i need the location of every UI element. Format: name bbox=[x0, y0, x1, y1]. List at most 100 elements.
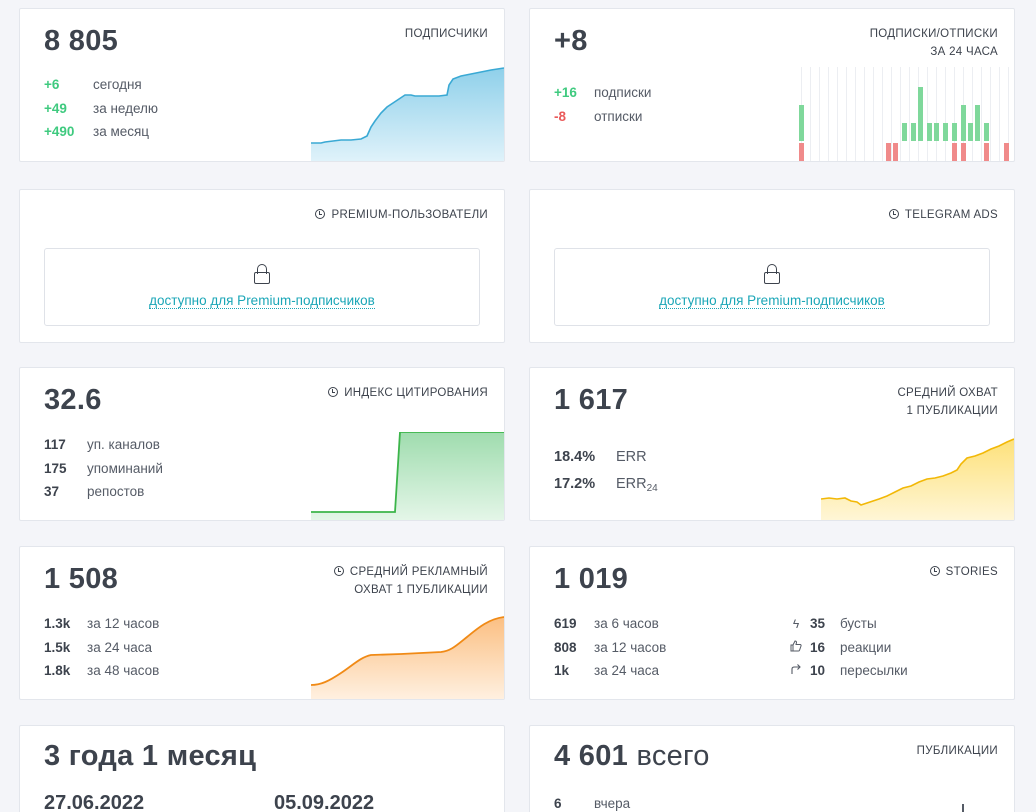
stat-value: 175 bbox=[44, 461, 67, 476]
stories-card[interactable]: 1 019 STORIES 619 за 6 часов 808 за 12 час… bbox=[529, 546, 1015, 700]
title-line: ОХВАТ 1 ПУБЛИКАЦИИ bbox=[354, 584, 488, 596]
title-line: 1 ПУБЛИКАЦИИ bbox=[906, 405, 998, 417]
premium-link[interactable]: доступно для Premium-подписчиков bbox=[149, 293, 375, 309]
avg-reach-card[interactable]: 1 617 СРЕДНИЙ ОХВАТ 1 ПУБЛИКАЦИИ 18.4% ER… bbox=[529, 367, 1015, 521]
publications-bar bbox=[962, 804, 964, 812]
stat-label: за 6 часов bbox=[594, 616, 659, 631]
stat-label: репостов bbox=[87, 484, 145, 499]
stories-value: 1 019 bbox=[554, 563, 629, 595]
err-value: 18.4% bbox=[554, 449, 596, 465]
publications-total: 4 601 всего bbox=[554, 740, 710, 773]
info-icon bbox=[929, 566, 940, 576]
title-text: ИНДЕКС ЦИТИРОВАНИЯ bbox=[344, 387, 488, 399]
premium-lock-box: доступно для Premium-подписчиков bbox=[44, 248, 480, 326]
ads-lock-box: доступно для Premium-подписчиков bbox=[554, 248, 990, 326]
title-text: PREMIUM-ПОЛЬЗОВАТЕЛИ bbox=[331, 209, 488, 221]
title-line: СРЕДНИЙ РЕКЛАМНЫЙ bbox=[333, 563, 488, 581]
stat-label: за неделю bbox=[93, 101, 159, 116]
info-icon bbox=[888, 209, 899, 219]
err24-value: 17.2% bbox=[554, 476, 596, 492]
stat-label: бусты bbox=[840, 616, 877, 631]
title-text: TELEGRAM ADS bbox=[904, 209, 998, 221]
stat-row: +490 за месяц bbox=[44, 120, 149, 144]
publications-title: ПУБЛИКАЦИИ bbox=[916, 745, 998, 757]
stat-row: 619 за 6 часов bbox=[554, 612, 659, 636]
forward-arrow-icon bbox=[788, 660, 804, 684]
ad-reach-sparkline bbox=[311, 616, 504, 699]
avg-reach-sparkline bbox=[821, 438, 1014, 520]
stat-value: 1.3k bbox=[44, 616, 71, 631]
err24-label: ERR bbox=[616, 476, 647, 492]
err24-row: 17.2% ERR24 bbox=[554, 473, 658, 501]
subs-unsubs-card[interactable]: +8 ПОДПИСКИ/ОТПИСКИ ЗА 24 ЧАСА +16 подпис… bbox=[529, 8, 1015, 162]
stat-value: +6 bbox=[44, 77, 60, 92]
info-icon bbox=[315, 209, 326, 219]
stat-value: 6 bbox=[554, 796, 562, 811]
lightning-icon: ϟ bbox=[792, 617, 800, 631]
publications-count: 4 601 bbox=[554, 740, 629, 772]
stat-label: пересылки bbox=[840, 663, 908, 678]
stat-row: 37 репостов bbox=[44, 480, 144, 504]
stat-label: за 24 часа bbox=[87, 640, 153, 655]
stat-row: 1.5k за 24 часа bbox=[44, 636, 152, 660]
title-line: СРЕДНИЙ ОХВАТ bbox=[897, 387, 998, 399]
stat-label: уп. каналов bbox=[87, 437, 160, 452]
avg-reach-title: СРЕДНИЙ ОХВАТ 1 ПУБЛИКАЦИИ bbox=[897, 384, 998, 420]
lock-icon bbox=[254, 264, 270, 284]
stat-value: 808 bbox=[554, 640, 577, 655]
stat-label: за 12 часов bbox=[594, 640, 667, 655]
lock-icon bbox=[764, 264, 780, 284]
title-line: ЗА 24 ЧАСА bbox=[930, 46, 998, 58]
stories-title: STORIES bbox=[929, 563, 998, 581]
stat-label: сегодня bbox=[93, 77, 142, 92]
stat-label: за месяц bbox=[93, 124, 150, 139]
title-text: STORIES bbox=[945, 566, 998, 578]
err-label: ERR bbox=[616, 449, 647, 465]
stat-label: отписки bbox=[594, 109, 643, 124]
channel-age-card[interactable]: 3 года 1 месяц 27.06.2022 05.09.2022 bbox=[19, 725, 505, 812]
premium-link-wrap: доступно для Premium-подписчиков bbox=[45, 293, 479, 309]
stat-row: 16 реакции bbox=[788, 636, 891, 661]
subscribers-sparkline bbox=[311, 67, 504, 161]
citation-index-card[interactable]: 32.6 ИНДЕКС ЦИТИРОВАНИЯ 117 уп. каналов 1… bbox=[19, 367, 505, 521]
stat-row: 1.3k за 12 часов bbox=[44, 612, 159, 636]
title-text: СРЕДНИЙ РЕКЛАМНЫЙ bbox=[349, 566, 488, 578]
publications-card[interactable]: 4 601 всего ПУБЛИКАЦИИ 6 вчера bbox=[529, 725, 1015, 812]
stat-value: 117 bbox=[44, 437, 66, 452]
stat-row: 808 за 12 часов bbox=[554, 636, 666, 660]
citation-title: ИНДЕКС ЦИТИРОВАНИЯ bbox=[328, 384, 488, 402]
stat-label: за 24 часа bbox=[594, 663, 660, 678]
ad-reach-title: СРЕДНИЙ РЕКЛАМНЫЙ ОХВАТ 1 ПУБЛИКАЦИИ bbox=[333, 563, 488, 599]
subs-unsubs-barchart bbox=[799, 67, 1009, 161]
stat-row: 117 уп. каналов bbox=[44, 433, 160, 457]
stat-label: за 12 часов bbox=[87, 616, 160, 631]
stat-value: +490 bbox=[44, 124, 75, 139]
net-subs-count: +8 bbox=[554, 25, 588, 57]
stat-value: 35 bbox=[810, 616, 826, 631]
end-date: 05.09.2022 bbox=[274, 792, 375, 812]
premium-link[interactable]: доступно для Premium-подписчиков bbox=[659, 293, 885, 309]
premium-users-card: PREMIUM-ПОЛЬЗОВАТЕЛИ доступно для Premiu… bbox=[19, 189, 505, 343]
stat-value: +16 bbox=[554, 85, 577, 100]
stat-value: +49 bbox=[44, 101, 67, 116]
ads-link-wrap: доступно для Premium-подписчиков bbox=[555, 293, 989, 309]
subscribers-card[interactable]: 8 805 ПОДПИСЧИКИ +6 сегодня +49 за неделю … bbox=[19, 8, 505, 162]
stat-label: упоминаний bbox=[87, 461, 163, 476]
stat-label: вчера bbox=[594, 796, 631, 811]
ad-reach-card[interactable]: 1 508 СРЕДНИЙ РЕКЛАМНЫЙ ОХВАТ 1 ПУБЛИКАЦ… bbox=[19, 546, 505, 700]
premium-users-title: PREMIUM-ПОЛЬЗОВАТЕЛИ bbox=[315, 206, 488, 224]
stat-value: 10 bbox=[810, 663, 826, 678]
stat-row: 175 упоминаний bbox=[44, 457, 163, 481]
stat-row: 1.8k за 48 часов bbox=[44, 659, 159, 683]
stat-value: 1k bbox=[554, 663, 570, 678]
start-date: 27.06.2022 bbox=[44, 792, 145, 812]
stat-label: реакции bbox=[840, 640, 892, 655]
thumbs-up-icon bbox=[788, 637, 804, 661]
info-icon bbox=[333, 566, 344, 576]
telegram-ads-title: TELEGRAM ADS bbox=[888, 206, 998, 224]
channel-age-value: 3 года 1 месяц bbox=[44, 740, 257, 772]
stat-value: 619 bbox=[554, 616, 577, 631]
stat-row: +49 за неделю bbox=[44, 97, 158, 121]
citation-sparkline bbox=[311, 432, 504, 520]
stat-row: 10 пересылки bbox=[788, 659, 908, 684]
